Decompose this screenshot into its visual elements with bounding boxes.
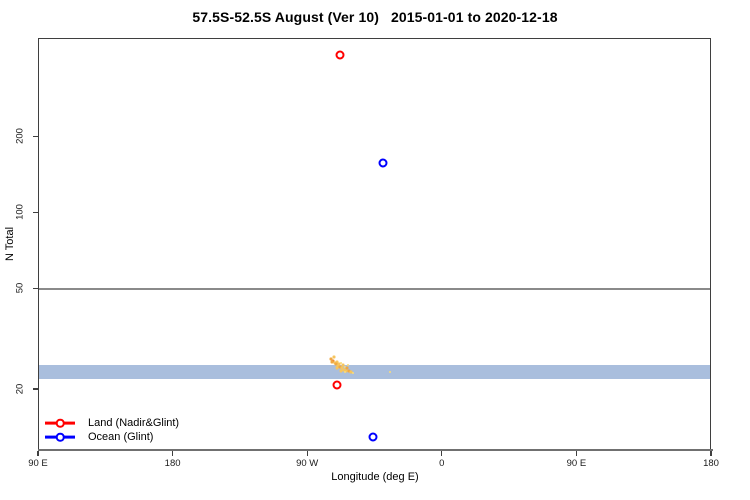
cluster-dot xyxy=(389,370,391,373)
highlight-band xyxy=(39,365,710,379)
data-point-ocean xyxy=(368,432,378,442)
legend-label-land: Land (Nadir&Glint) xyxy=(88,417,180,429)
y-tick xyxy=(33,211,38,214)
data-point-land xyxy=(335,50,345,60)
y-tick xyxy=(33,287,38,290)
legend-label-ocean: Ocean (Glint) xyxy=(88,431,154,443)
cluster-dot xyxy=(335,360,339,364)
cluster-dot xyxy=(332,355,336,359)
y-tick-label: 50 xyxy=(14,283,26,294)
x-tick-label: 180 xyxy=(164,458,181,469)
x-tick xyxy=(306,451,308,456)
cluster-dot xyxy=(343,370,346,373)
cluster-dot xyxy=(344,369,348,373)
cluster-dot xyxy=(334,362,338,366)
y-tick xyxy=(33,135,38,137)
legend-swatch-land xyxy=(45,416,75,430)
legend-circle-ocean-icon xyxy=(55,432,65,442)
y-tick-label: 200 xyxy=(14,128,26,145)
cluster-dot xyxy=(347,369,351,373)
cluster-dot xyxy=(341,363,345,367)
y-tick-label: 100 xyxy=(14,204,26,221)
x-axis-title: Longitude (deg E) xyxy=(331,471,419,483)
plot-area: Land (Nadir&Glint) Ocean (Glint) xyxy=(38,38,711,450)
cluster-dot xyxy=(343,366,346,369)
legend-item-land: Land (Nadir&Glint) xyxy=(45,416,179,430)
cluster-dot xyxy=(338,365,342,369)
x-tick xyxy=(171,451,174,456)
x-tick xyxy=(37,451,39,456)
cluster-dot xyxy=(335,366,339,370)
legend-item-ocean: Ocean (Glint) xyxy=(45,430,153,444)
cluster-dot xyxy=(345,366,349,370)
data-point-land xyxy=(332,380,342,390)
cluster-dot xyxy=(330,360,334,364)
cluster-dot xyxy=(339,361,342,364)
cluster-dot xyxy=(352,371,355,374)
cluster-dot xyxy=(336,364,340,368)
cluster-dot xyxy=(337,362,341,366)
x-tick-label: 90 E xyxy=(28,458,48,469)
x-tick xyxy=(441,451,443,456)
data-point-ocean xyxy=(378,158,388,168)
chart-title: 57.5S-52.5S August (Ver 10) 2015-01-01 t… xyxy=(192,9,558,25)
x-tick-label: 90 E xyxy=(566,458,587,469)
x-tick-label: 0 xyxy=(439,458,445,469)
cluster-dot xyxy=(329,357,333,361)
x-axis-line xyxy=(38,448,713,451)
cluster-dot xyxy=(340,366,344,370)
x-tick-label: 90 W xyxy=(296,458,319,469)
x-tick-label: 180 xyxy=(703,458,719,469)
cluster-dot xyxy=(349,370,353,374)
y-axis-title: N Total xyxy=(4,226,16,262)
x-tick xyxy=(575,451,578,456)
y-tick xyxy=(33,388,38,390)
legend-circle-land-icon xyxy=(55,418,65,428)
legend-swatch-ocean xyxy=(45,430,75,444)
reference-line-50 xyxy=(39,288,710,291)
y-tick-label: 20 xyxy=(14,383,26,395)
cluster-dot xyxy=(339,369,343,373)
cluster-dot xyxy=(346,364,349,367)
x-tick xyxy=(710,451,712,456)
cluster-dot xyxy=(342,368,346,372)
